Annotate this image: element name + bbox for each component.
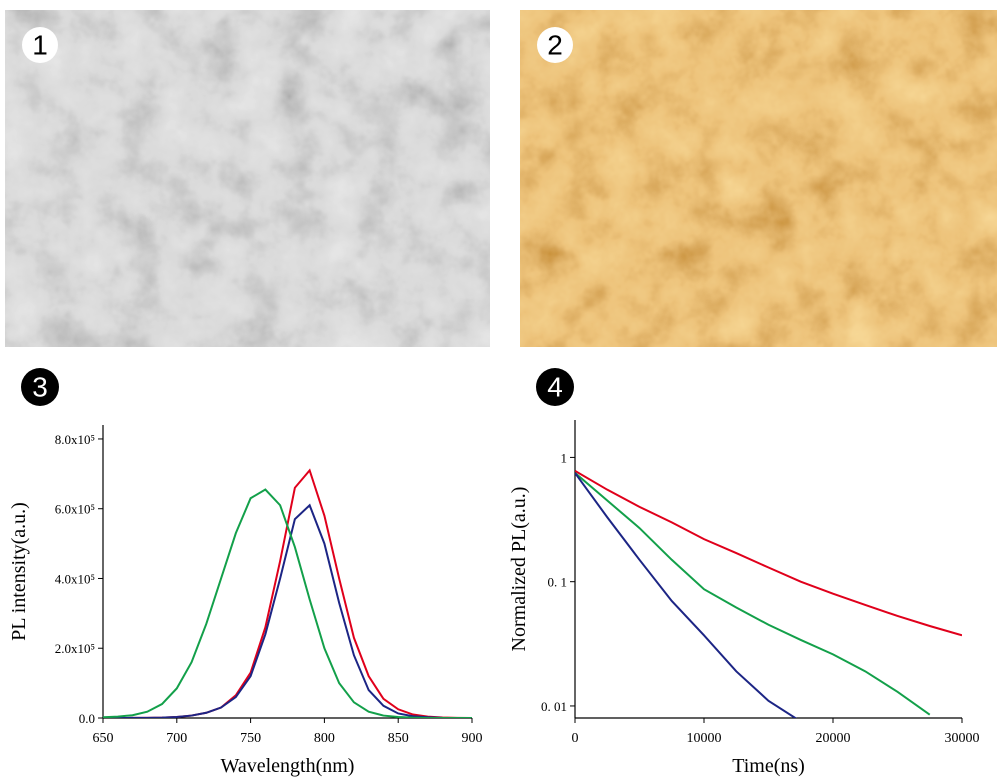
x-tick-label: 10000	[687, 731, 722, 746]
y-tick-label: 0.0	[79, 711, 95, 726]
panel-label: 1	[32, 30, 48, 61]
x-tick-label: 850	[388, 731, 409, 746]
panel-label: 4	[547, 372, 563, 403]
data-line	[103, 503, 472, 718]
x-tick-label: 900	[462, 731, 483, 746]
y-tick-label: 0. 01	[541, 699, 567, 714]
panel-label: 2	[547, 30, 563, 61]
x-axis-title: Time(ns)	[732, 755, 805, 777]
x-tick-label: 30000	[945, 731, 980, 746]
data-line	[575, 469, 962, 637]
label-badge	[536, 368, 574, 406]
micrograph-image	[5, 10, 490, 347]
x-tick-label: 0	[572, 731, 579, 746]
y-axis-title: Normalized PL(a.u.)	[508, 487, 530, 652]
data-line	[103, 468, 472, 718]
data-line	[575, 472, 931, 716]
data-line	[103, 488, 472, 718]
micrograph-image	[520, 10, 997, 347]
y-tick-label: 6.0x10⁵	[55, 502, 95, 517]
x-tick-label: 800	[314, 731, 335, 746]
x-tick-label: 20000	[816, 731, 851, 746]
y-tick-label: 0. 1	[548, 575, 568, 590]
x-tick-label: 750	[240, 731, 261, 746]
label-badge	[21, 368, 59, 406]
y-tick-label: 1	[561, 450, 568, 465]
x-tick-label: 700	[166, 731, 187, 746]
y-tick-label: 8.0x10⁵	[55, 432, 95, 447]
panel-label: 3	[32, 372, 48, 403]
x-tick-label: 650	[93, 731, 114, 746]
y-tick-label: 2.0x10⁵	[55, 641, 95, 656]
x-axis-title: Wavelength(nm)	[221, 755, 355, 777]
y-axis-title: PL intensity(a.u.)	[8, 502, 30, 641]
y-tick-label: 4.0x10⁵	[55, 571, 95, 586]
label-badge	[22, 27, 58, 63]
data-line	[575, 472, 798, 718]
label-badge	[537, 27, 573, 63]
